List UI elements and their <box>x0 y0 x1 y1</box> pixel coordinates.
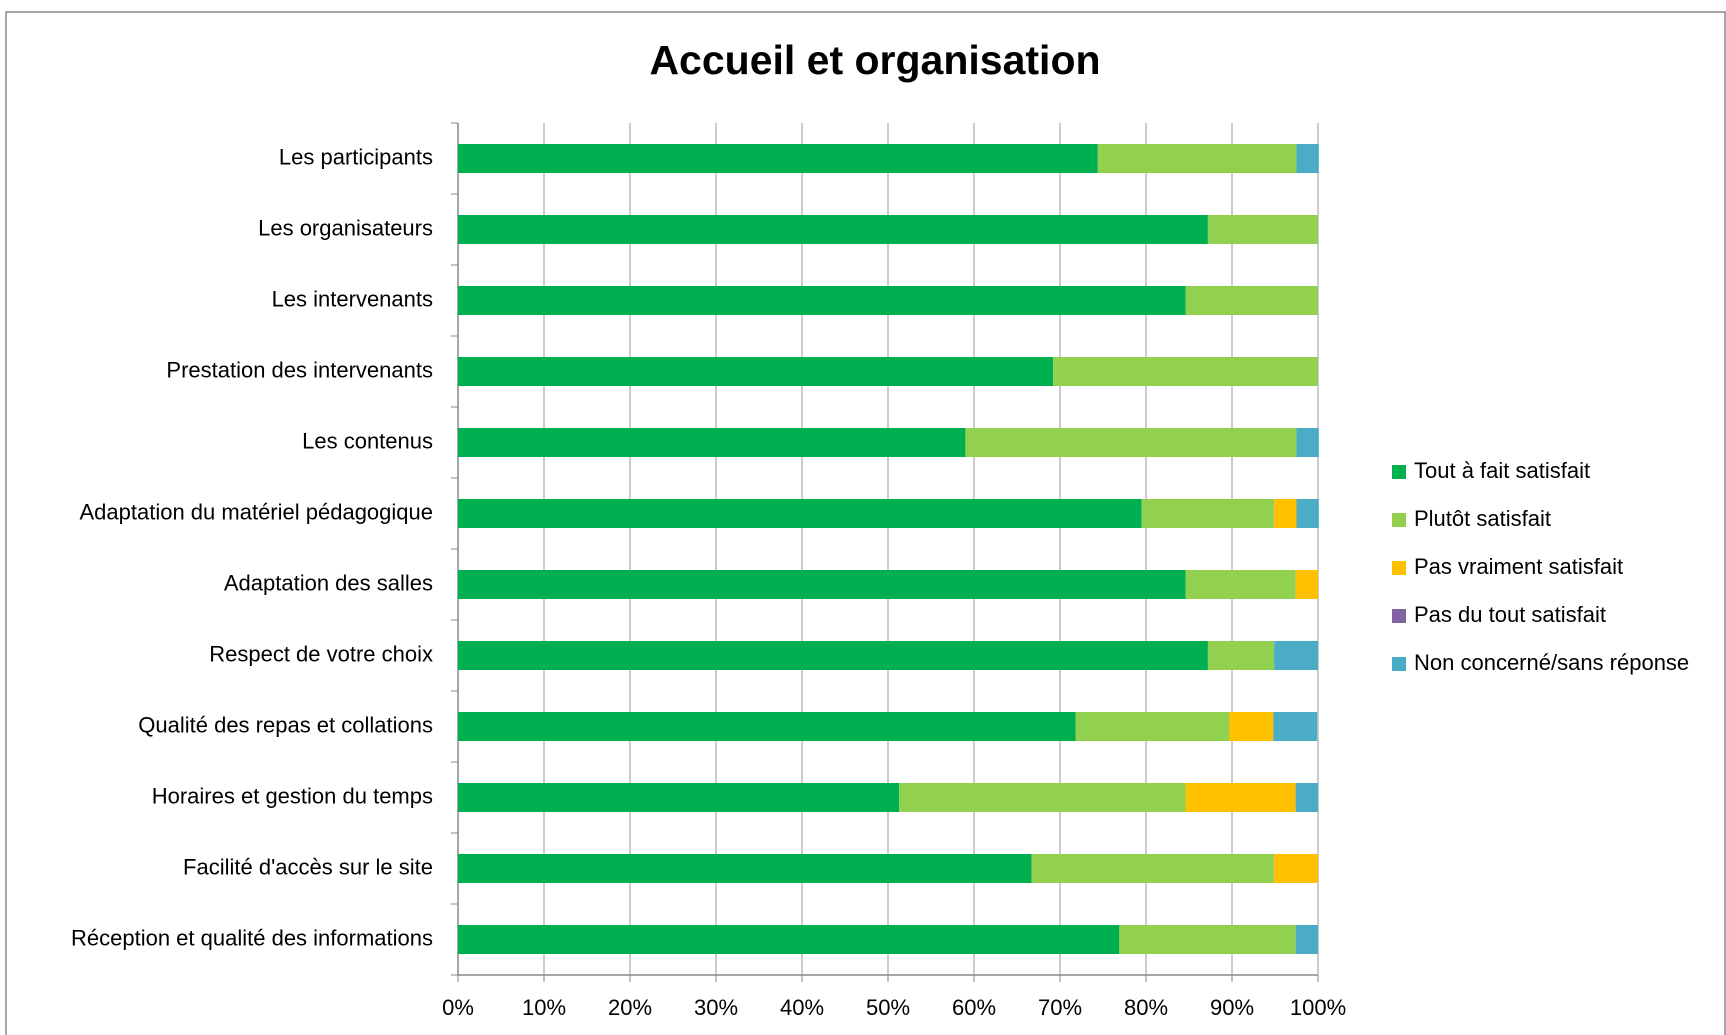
bar-segment <box>1295 925 1318 954</box>
bar-segment <box>458 215 1208 244</box>
legend-swatch <box>1392 657 1406 671</box>
legend-label: Non concerné/sans réponse <box>1414 650 1689 675</box>
x-tick-label: 90% <box>1210 995 1254 1020</box>
legend-label: Pas vraiment satisfait <box>1414 554 1623 579</box>
bar-segment <box>458 570 1186 599</box>
y-tick-label: Adaptation du matériel pédagogique <box>80 499 434 524</box>
legend-label: Tout à fait satisfait <box>1414 458 1590 483</box>
bar-segment <box>1274 641 1318 670</box>
bar-segment <box>899 783 1186 812</box>
legend-swatch <box>1392 513 1406 527</box>
x-tick-label: 100% <box>1290 995 1346 1020</box>
x-tick-label: 20% <box>608 995 652 1020</box>
y-tick-label: Facilité d'accès sur le site <box>183 854 433 879</box>
x-tick-label: 30% <box>694 995 738 1020</box>
y-tick-label: Les intervenants <box>272 286 433 311</box>
bar-segment <box>458 357 1054 386</box>
x-tick-label: 10% <box>522 995 566 1020</box>
bar-segment <box>1207 641 1275 670</box>
bar-segment <box>1296 428 1319 457</box>
y-tick-label: Réception et qualité des informations <box>71 925 433 950</box>
bar-segment <box>1207 215 1318 244</box>
x-tick-label: 0% <box>442 995 474 1020</box>
bar-segment <box>1273 712 1318 741</box>
bar-segment <box>1274 854 1318 883</box>
bar-segment <box>458 925 1120 954</box>
legend-swatch <box>1392 561 1406 575</box>
y-tick-label: Qualité des repas et collations <box>138 712 433 737</box>
bar-segment <box>1031 854 1275 883</box>
bar-segment <box>458 144 1098 173</box>
legend-swatch <box>1392 609 1406 623</box>
bar-segment <box>458 712 1076 741</box>
bar-segment <box>1075 712 1230 741</box>
bar-segment <box>1185 570 1296 599</box>
legend-label: Plutôt satisfait <box>1414 506 1551 531</box>
bar-segment <box>1097 144 1297 173</box>
x-tick-label: 60% <box>952 995 996 1020</box>
y-tick-label: Respect de votre choix <box>209 641 433 666</box>
bar-segment <box>1296 144 1319 173</box>
bar-segment <box>458 854 1032 883</box>
bar-segment <box>1185 783 1296 812</box>
bar-segment <box>1185 286 1318 315</box>
y-tick-label: Prestation des intervenants <box>166 357 433 382</box>
bar-segment <box>1119 925 1296 954</box>
y-tick-label: Les contenus <box>302 428 433 453</box>
bar-segment <box>1295 570 1318 599</box>
bar-segment <box>458 499 1142 528</box>
bar-segment <box>1141 499 1275 528</box>
y-tick-label: Adaptation des salles <box>224 570 433 595</box>
x-tick-label: 70% <box>1038 995 1082 1020</box>
chart-title: Accueil et organisation <box>649 37 1100 83</box>
y-tick-label: Horaires et gestion du temps <box>152 783 433 808</box>
bar-segment <box>965 428 1297 457</box>
x-tick-label: 40% <box>780 995 824 1020</box>
bar-segment <box>1296 499 1319 528</box>
bar-segment <box>458 641 1208 670</box>
bar-segment <box>458 428 966 457</box>
bar-segment <box>458 783 900 812</box>
y-tick-label: Les participants <box>279 144 433 169</box>
x-tick-label: 50% <box>866 995 910 1020</box>
bar-segment <box>1274 499 1297 528</box>
bar-segment <box>1295 783 1318 812</box>
bar-segment <box>1053 357 1318 386</box>
legend-label: Pas du tout satisfait <box>1414 602 1606 627</box>
x-tick-label: 80% <box>1124 995 1168 1020</box>
y-tick-label: Les organisateurs <box>258 215 433 240</box>
legend-swatch <box>1392 465 1406 479</box>
bar-segment <box>458 286 1186 315</box>
bar-segment <box>1229 712 1274 741</box>
